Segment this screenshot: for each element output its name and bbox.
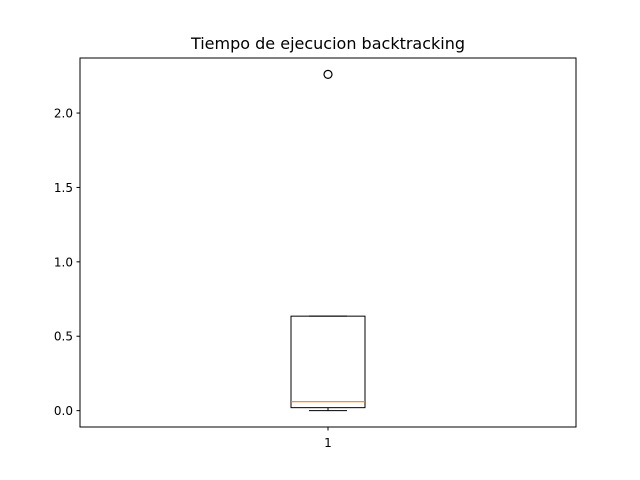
y-tick-label: 2.0: [54, 107, 73, 121]
outlier-point: [323, 69, 333, 79]
axes-frame: [79, 57, 577, 428]
y-tick-label: 1.0: [54, 255, 73, 269]
x-tick-label: 1: [324, 436, 332, 450]
chart-title: Tiempo de ejecucion backtracking: [190, 34, 465, 53]
y-tick-label: 0.0: [54, 404, 73, 418]
y-tick-label: 0.5: [54, 330, 73, 344]
box-1: [290, 69, 366, 412]
plot-area: [290, 69, 366, 412]
iqr-box: [290, 315, 366, 409]
y-tick-label: 1.5: [54, 181, 73, 195]
